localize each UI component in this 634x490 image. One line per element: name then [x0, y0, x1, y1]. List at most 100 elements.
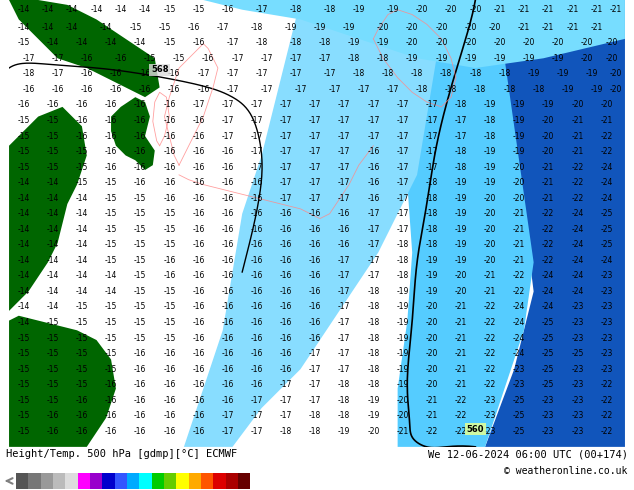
Text: -14: -14	[46, 194, 59, 203]
Text: -18: -18	[411, 69, 423, 78]
Text: -16: -16	[309, 271, 321, 280]
Text: -16: -16	[81, 85, 93, 94]
Text: -17: -17	[309, 349, 321, 358]
Text: -15: -15	[46, 116, 59, 125]
Text: -17: -17	[197, 69, 209, 78]
Text: -21: -21	[542, 178, 554, 187]
Text: -20: -20	[425, 334, 438, 343]
Text: -19: -19	[396, 318, 409, 327]
Text: -16: -16	[197, 85, 209, 94]
Text: -16: -16	[139, 69, 152, 78]
Text: -20: -20	[513, 163, 525, 172]
Text: -16: -16	[105, 116, 117, 125]
Text: -16: -16	[163, 271, 176, 280]
Text: -20: -20	[484, 256, 496, 265]
Text: -23: -23	[600, 365, 612, 374]
Text: -17: -17	[256, 5, 268, 14]
Text: -17: -17	[226, 38, 238, 47]
Text: -17: -17	[338, 100, 351, 109]
Text: -17: -17	[280, 131, 292, 141]
Text: -16: -16	[250, 209, 263, 218]
Text: -16: -16	[51, 85, 64, 94]
Text: -16: -16	[280, 271, 292, 280]
Text: -23: -23	[571, 302, 583, 312]
Text: -20: -20	[469, 5, 482, 14]
Text: -17: -17	[217, 23, 229, 32]
Text: -17: -17	[192, 100, 205, 109]
Text: -20: -20	[484, 194, 496, 203]
Text: -20: -20	[552, 38, 564, 47]
Text: -16: -16	[221, 334, 234, 343]
Text: -15: -15	[17, 38, 30, 47]
Text: -20: -20	[435, 38, 448, 47]
Text: -17: -17	[280, 411, 292, 420]
Text: -17: -17	[425, 116, 438, 125]
Text: -16: -16	[250, 318, 263, 327]
Text: -16: -16	[309, 209, 321, 218]
Text: -15: -15	[17, 427, 30, 436]
Text: -16: -16	[221, 240, 234, 249]
Text: -20: -20	[396, 411, 409, 420]
Text: -17: -17	[261, 54, 273, 63]
Text: -15: -15	[134, 240, 146, 249]
Text: -18: -18	[338, 380, 351, 389]
Text: -16: -16	[192, 240, 205, 249]
Text: -18: -18	[469, 69, 481, 78]
Text: -19: -19	[455, 194, 467, 203]
Text: -17: -17	[328, 85, 340, 94]
Text: -19: -19	[314, 23, 326, 32]
Text: -21: -21	[566, 23, 579, 32]
Text: -15: -15	[134, 225, 146, 234]
Text: -14: -14	[46, 225, 59, 234]
Text: -15: -15	[46, 131, 59, 141]
Text: -19: -19	[285, 23, 297, 32]
Text: -16: -16	[163, 256, 176, 265]
Text: -23: -23	[484, 411, 496, 420]
Text: -18: -18	[425, 209, 437, 218]
Text: -16: -16	[105, 163, 117, 172]
Text: -14: -14	[46, 271, 59, 280]
Text: -17: -17	[338, 194, 351, 203]
Text: -24: -24	[513, 302, 525, 312]
Text: -16: -16	[221, 194, 234, 203]
Text: -20: -20	[542, 131, 554, 141]
Text: -20: -20	[445, 5, 457, 14]
Text: -22: -22	[571, 163, 583, 172]
Text: -15: -15	[17, 131, 30, 141]
Polygon shape	[111, 97, 155, 170]
Text: -23: -23	[600, 271, 612, 280]
Text: -16: -16	[46, 100, 59, 109]
Text: -16: -16	[17, 100, 30, 109]
Text: -15: -15	[46, 334, 59, 343]
Text: -17: -17	[396, 131, 409, 141]
Text: -16: -16	[280, 225, 292, 234]
Text: -23: -23	[571, 427, 583, 436]
Text: -16: -16	[192, 318, 205, 327]
Text: -16: -16	[163, 365, 176, 374]
Text: -17: -17	[280, 100, 292, 109]
Text: -17: -17	[256, 69, 268, 78]
Text: -14: -14	[17, 271, 30, 280]
Text: -16: -16	[75, 411, 88, 420]
Text: -21: -21	[513, 225, 525, 234]
Text: -18: -18	[367, 302, 380, 312]
Text: -17: -17	[367, 131, 380, 141]
Text: -16: -16	[75, 116, 88, 125]
Text: -18: -18	[367, 365, 380, 374]
Text: -16: -16	[163, 116, 176, 125]
Text: -17: -17	[280, 380, 292, 389]
Text: -21: -21	[396, 427, 409, 436]
Bar	[28, 473, 41, 489]
Text: -25: -25	[542, 380, 554, 389]
Text: -18: -18	[338, 411, 351, 420]
Text: -19: -19	[522, 54, 535, 63]
Text: -17: -17	[425, 163, 438, 172]
Text: -15: -15	[134, 194, 146, 203]
Bar	[139, 473, 152, 489]
Text: -15: -15	[105, 194, 117, 203]
Text: -17: -17	[396, 178, 409, 187]
Text: -19: -19	[513, 116, 525, 125]
Text: -17: -17	[338, 302, 351, 312]
Text: -22: -22	[600, 380, 612, 389]
Text: -20: -20	[513, 194, 525, 203]
